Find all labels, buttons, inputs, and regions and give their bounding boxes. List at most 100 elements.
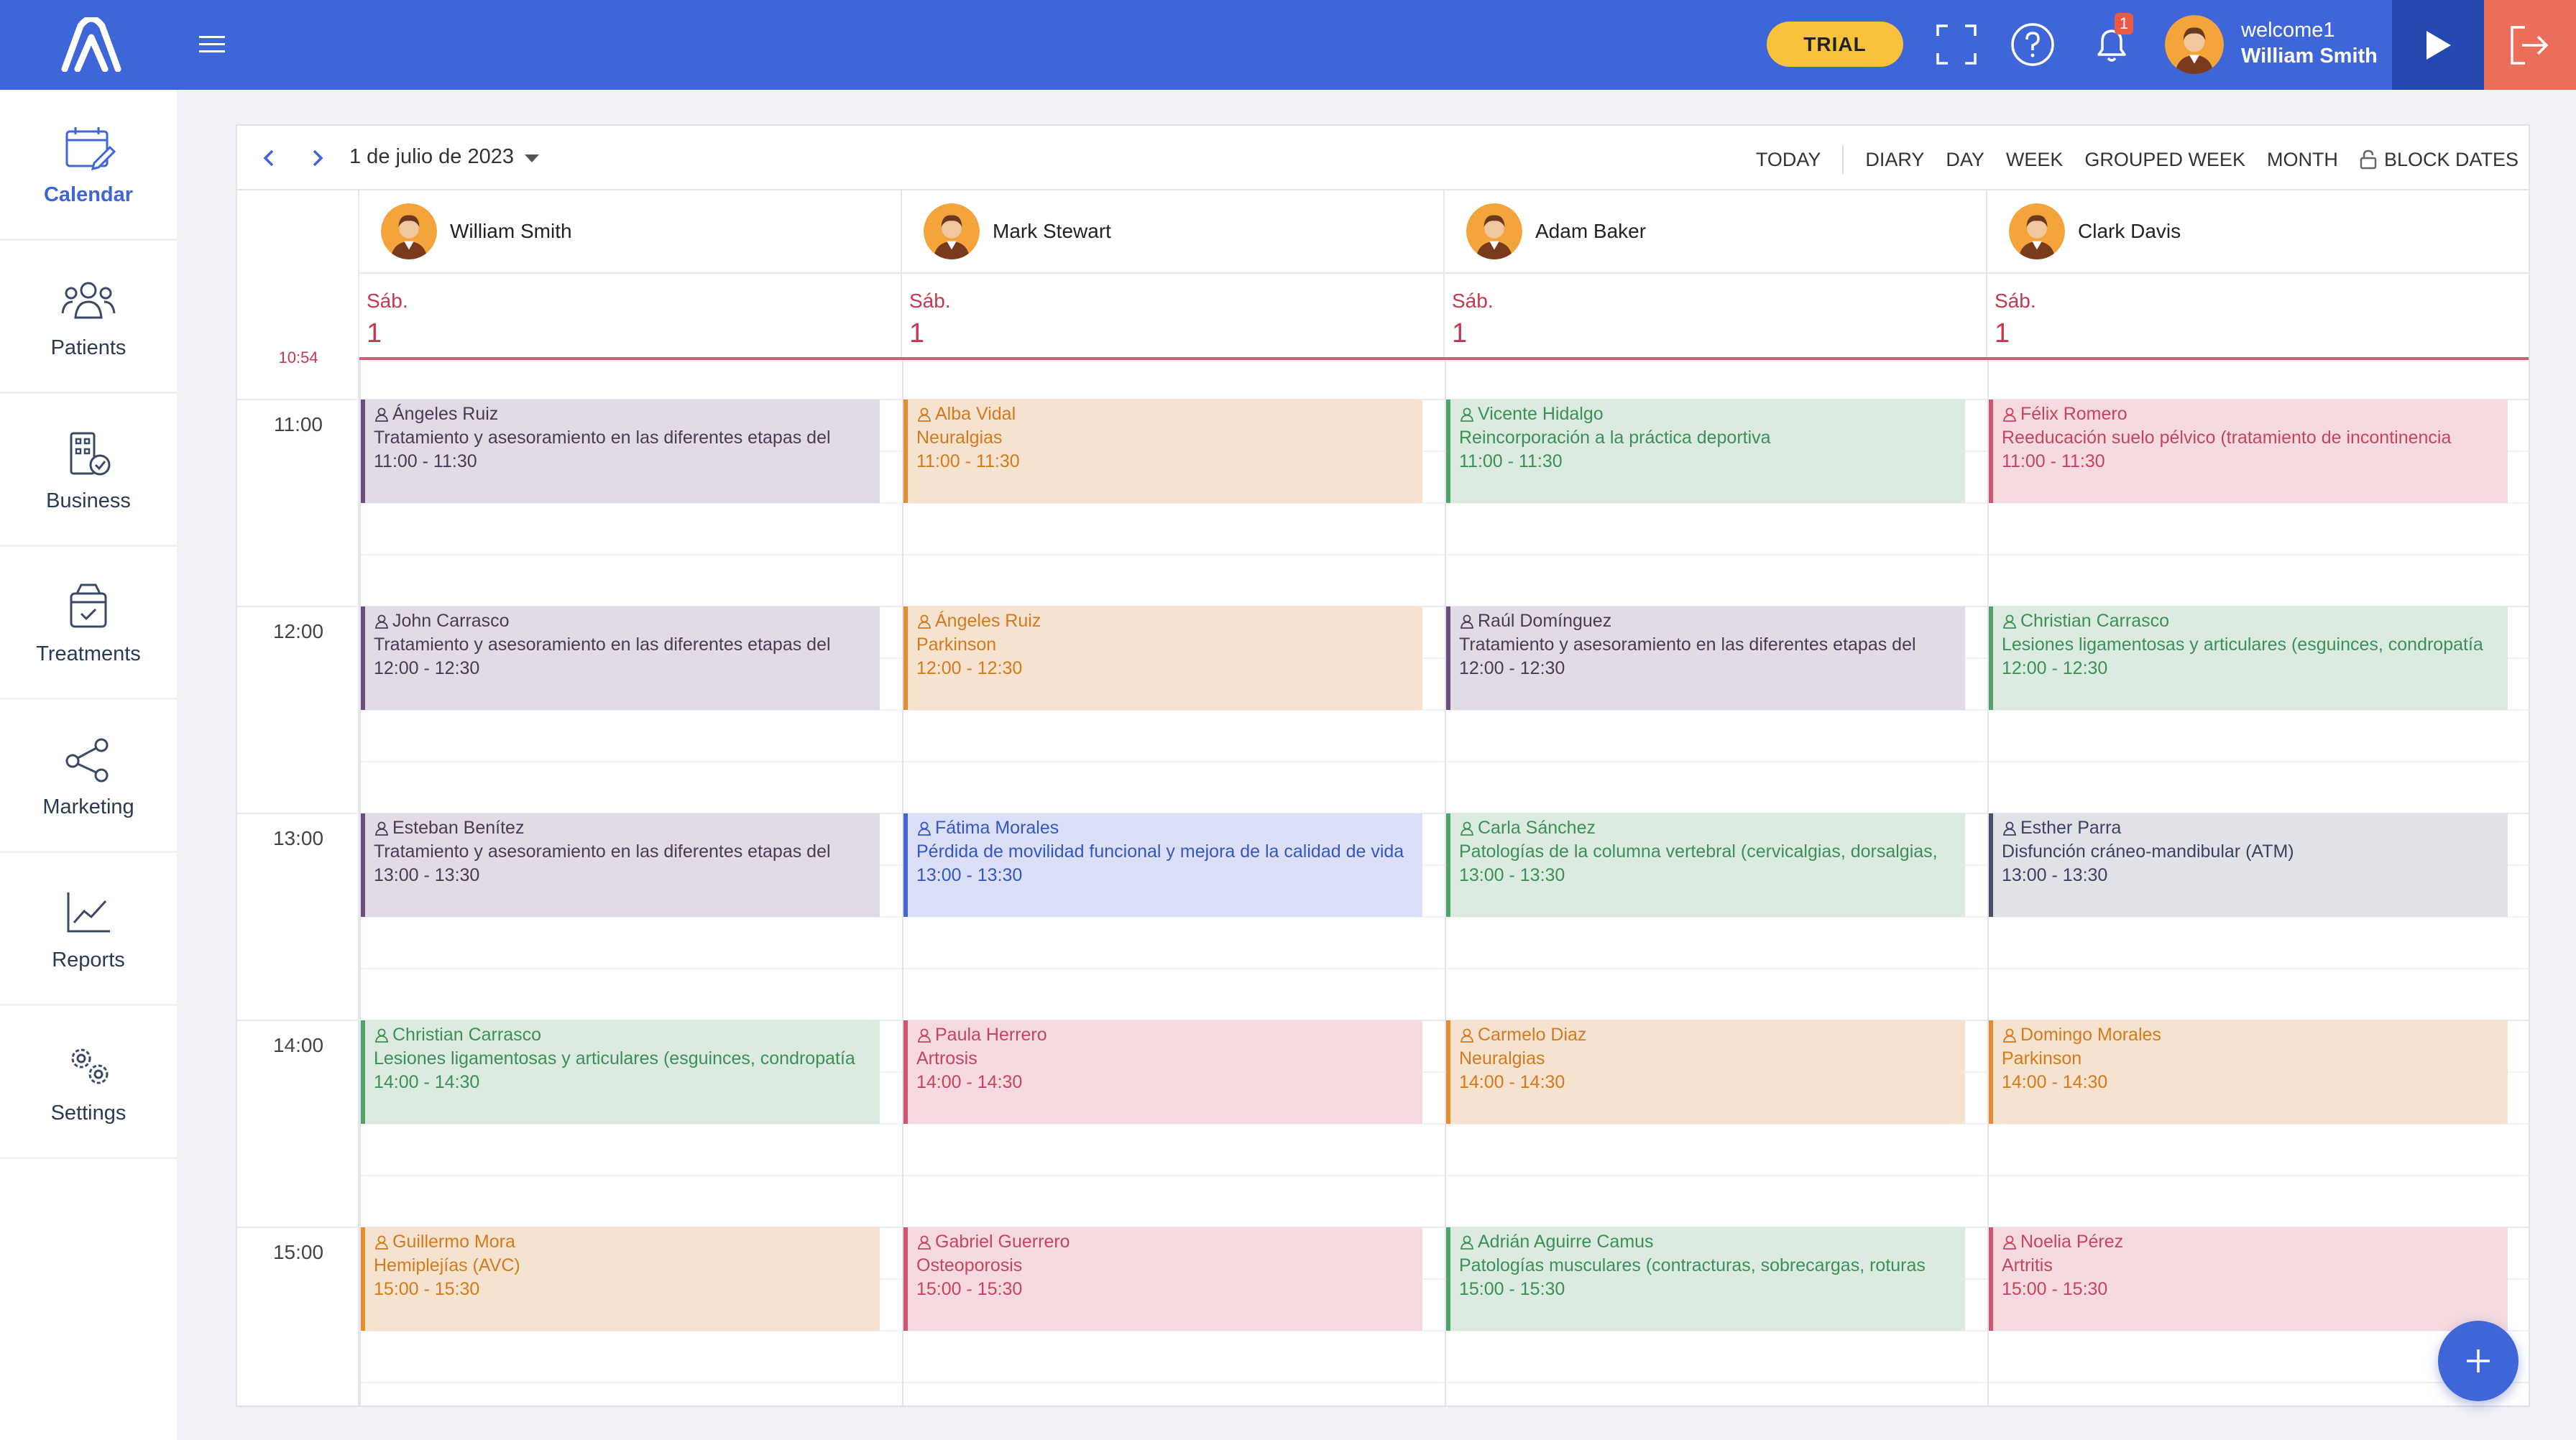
appointment-time: 14:00 - 14:30 xyxy=(2002,1072,2108,1092)
employee-header[interactable]: Adam Baker xyxy=(1445,190,1987,274)
patients-icon xyxy=(61,282,116,319)
appointment-patient: Noelia Pérez xyxy=(2002,1230,2499,1254)
sidebar-item-label: Calendar xyxy=(43,183,134,206)
date-picker[interactable]: 1 de julio de 2023 xyxy=(349,145,514,168)
view-diary-button[interactable]: DIARY xyxy=(1865,148,1925,170)
appointment-patient: Christian Carrasco xyxy=(2002,609,2499,633)
view-week-button[interactable]: WEEK xyxy=(2005,148,2064,170)
menu-icon[interactable] xyxy=(198,30,226,59)
person-icon xyxy=(1460,614,1474,629)
appointment-treatment: Lesiones ligamentosas y articulares (esg… xyxy=(374,1048,855,1069)
column-divider xyxy=(902,359,903,1406)
column-divider xyxy=(359,359,361,1406)
play-button[interactable] xyxy=(2392,0,2484,90)
current-time-indicator xyxy=(359,357,2529,360)
sidebar-item-label: Business xyxy=(46,489,131,512)
person-icon xyxy=(2002,1235,2017,1250)
app-logo-icon[interactable] xyxy=(59,17,124,72)
appointment-card[interactable]: Paula Herrero Artrosis 14:00 - 14:30 xyxy=(903,1020,1422,1124)
day-header[interactable]: Sáb. 1 xyxy=(359,274,902,359)
appointment-card[interactable]: Fátima Morales Pérdida de movilidad funci… xyxy=(903,813,1422,917)
block-dates-button[interactable]: BLOCK DATES xyxy=(2360,149,2518,171)
appointment-card[interactable]: Ángeles Ruiz Parkinson 12:00 - 12:30 xyxy=(903,606,1422,710)
appointment-card[interactable]: Esther Parra Disfunción cráneo-mandibular… xyxy=(1989,813,2508,917)
caret-down-icon[interactable] xyxy=(525,154,539,162)
appointment-patient: Esteban Benítez xyxy=(374,816,871,840)
appointment-card[interactable]: Christian Carrasco Lesiones ligamentosas … xyxy=(1989,606,2508,710)
sidebar-item-calendar[interactable]: Calendar xyxy=(0,90,177,241)
notification-badge: 1 xyxy=(2115,13,2133,34)
grid-line xyxy=(359,1330,2529,1331)
appointment-card[interactable]: Domingo Morales Parkinson 14:00 - 14:30 xyxy=(1989,1020,2508,1124)
employee-header[interactable]: Clark Davis xyxy=(1987,190,2529,274)
appointment-card[interactable]: Adrián Aguirre Camus Patologías musculare… xyxy=(1446,1227,1965,1331)
logout-button[interactable] xyxy=(2484,0,2576,90)
person-icon xyxy=(1460,1235,1474,1250)
sidebar-item-patients[interactable]: Patients xyxy=(0,243,177,394)
appointment-treatment: Neuralgias xyxy=(916,428,1003,448)
appointment-treatment: Artrosis xyxy=(916,1048,978,1069)
appointment-card[interactable]: Esteban Benítez Tratamiento y asesoramien… xyxy=(361,813,880,917)
appointment-card[interactable]: Gabriel Guerrero Osteoporosis 15:00 - 15:3… xyxy=(903,1227,1422,1331)
appointment-card[interactable]: Raúl Domínguez Tratamiento y asesoramient… xyxy=(1446,606,1965,710)
appointment-card[interactable]: Alba Vidal Neuralgias 11:00 - 11:30 xyxy=(903,400,1422,503)
chevron-left-icon xyxy=(263,149,274,167)
appointment-card[interactable]: Noelia Pérez Artritis 15:00 - 15:30 xyxy=(1989,1227,2508,1331)
appointment-treatment: Parkinson xyxy=(916,634,997,655)
employee-header[interactable]: William Smith xyxy=(359,190,902,274)
sidebar-item-marketing[interactable]: Marketing xyxy=(0,702,177,853)
calendar-icon xyxy=(65,127,116,171)
day-header[interactable]: Sáb. 1 xyxy=(902,274,1445,359)
appointment-treatment: Tratamiento y asesoramiento en las difer… xyxy=(374,428,831,448)
view-today-button[interactable]: TODAY xyxy=(1755,148,1821,170)
patient-name: Raúl Domínguez xyxy=(1478,611,1612,631)
appointment-treatment: Patologías de la columna vertebral (cerv… xyxy=(1459,841,1938,862)
sidebar-item-settings[interactable]: Settings xyxy=(0,1008,177,1159)
appointment-patient: John Carrasco xyxy=(374,609,871,633)
user-avatar[interactable] xyxy=(2165,15,2224,74)
employee-header[interactable]: Mark Stewart xyxy=(902,190,1445,274)
patient-name: Domingo Morales xyxy=(2020,1025,2161,1045)
sidebar-item-treatments[interactable]: Treatments xyxy=(0,549,177,700)
appointment-card[interactable]: Guillermo Mora Hemiplejías (AVC) 15:00 - 1… xyxy=(361,1227,880,1331)
help-icon[interactable] xyxy=(2010,22,2056,68)
appointment-patient: Guillermo Mora xyxy=(374,1230,871,1254)
grid-line xyxy=(359,451,2529,452)
hour-label: 13:00 xyxy=(272,827,324,849)
time-column xyxy=(237,190,359,1406)
patient-name: Noelia Pérez xyxy=(2020,1232,2124,1252)
day-header[interactable]: Sáb. 1 xyxy=(1987,274,2529,359)
view-month-button[interactable]: MONTH xyxy=(2266,148,2338,170)
next-button[interactable] xyxy=(300,142,334,175)
sidebar-item-reports[interactable]: Reports xyxy=(0,855,177,1006)
fullscreen-icon[interactable] xyxy=(1933,22,1979,68)
day-name: Sáb. xyxy=(909,290,951,312)
appointment-card[interactable]: Christian Carrasco Lesiones ligamentosas … xyxy=(361,1020,880,1124)
employee-avatar xyxy=(381,203,437,259)
trial-button[interactable]: TRIAL xyxy=(1767,22,1903,67)
employee-avatar xyxy=(1466,203,1522,259)
view-day-button[interactable]: DAY xyxy=(1946,148,1984,170)
grid-line xyxy=(359,761,2529,762)
previous-button[interactable] xyxy=(253,142,286,175)
appointment-card[interactable]: John Carrasco Tratamiento y asesoramiento… xyxy=(361,606,880,710)
schedule-grid: 10:54 11:00 12:00 13:00 14:00 15:00 Ángeles Ru… xyxy=(237,349,2529,1406)
appointment-card[interactable]: Carmelo Diaz Neuralgias 14:00 - 14:30 xyxy=(1446,1020,1965,1124)
add-appointment-button[interactable] xyxy=(2438,1321,2518,1401)
patient-name: Fátima Morales xyxy=(935,818,1059,838)
appointment-card[interactable]: Carla Sánchez Patologías de la columna ve… xyxy=(1446,813,1965,917)
appointment-card[interactable]: Félix Romero Reeducación suelo pélvico (t… xyxy=(1989,400,2508,503)
person-icon xyxy=(374,1028,389,1043)
appointment-time: 12:00 - 12:30 xyxy=(374,658,480,678)
sidebar-item-business[interactable]: Business xyxy=(0,396,177,547)
notifications-bell-icon[interactable] xyxy=(2089,22,2135,68)
patient-name: Ángeles Ruiz xyxy=(392,404,499,424)
day-header[interactable]: Sáb. 1 xyxy=(1445,274,1987,359)
appointment-card[interactable]: Ángeles Ruiz Tratamiento y asesoramiento … xyxy=(361,400,880,503)
appointment-time: 12:00 - 12:30 xyxy=(916,658,1023,678)
person-icon xyxy=(1460,1028,1474,1043)
appointment-time: 13:00 - 13:30 xyxy=(374,865,480,885)
person-icon xyxy=(917,821,932,836)
view-grouped-week-button[interactable]: GROUPED WEEK xyxy=(2084,148,2245,170)
appointment-card[interactable]: Vicente Hidalgo Reincorporación a la prác… xyxy=(1446,400,1965,503)
